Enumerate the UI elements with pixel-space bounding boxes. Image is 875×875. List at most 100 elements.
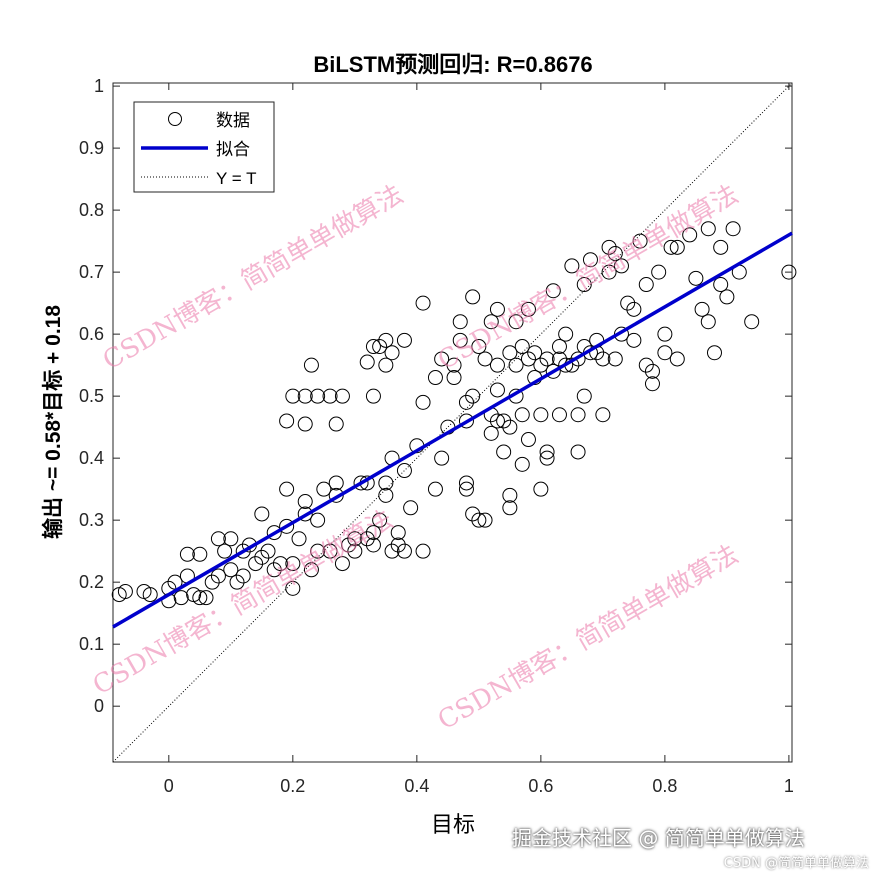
data-point: [644, 363, 660, 379]
data-point: [266, 562, 282, 578]
data-point: [297, 494, 313, 510]
data-point: [254, 506, 270, 522]
data-point: [576, 388, 592, 404]
data-point: [179, 546, 195, 562]
footer-watermark-small: CSDN @简简单单做算法: [723, 856, 869, 871]
data-point: [359, 354, 375, 370]
y-tick-label: 0.7: [79, 262, 104, 282]
data-point: [334, 388, 350, 404]
x-tick-label: 0.8: [652, 776, 677, 796]
data-point: [372, 512, 388, 528]
data-point: [434, 450, 450, 466]
data-point: [539, 450, 555, 466]
data-point: [210, 568, 226, 584]
data-point: [781, 264, 797, 280]
data-point: [316, 481, 332, 497]
data-point: [458, 413, 474, 429]
data-point: [297, 506, 313, 522]
data-point: [210, 531, 226, 547]
data-point: [669, 351, 685, 367]
data-point: [601, 264, 617, 280]
data-point: [533, 357, 549, 373]
data-point: [378, 487, 394, 503]
y-tick-label: 0.3: [79, 510, 104, 530]
data-point: [396, 543, 412, 559]
data-point: [601, 239, 617, 255]
data-point: [384, 543, 400, 559]
data-point: [192, 546, 208, 562]
data-point: [651, 264, 667, 280]
data-point: [434, 351, 450, 367]
data-point: [496, 413, 512, 429]
data-point: [328, 416, 344, 432]
y-tick-label: 0.5: [79, 386, 104, 406]
data-point: [719, 289, 735, 305]
data-point: [310, 512, 326, 528]
data-point: [347, 543, 363, 559]
legend-label-data: 数据: [216, 111, 250, 130]
data-point: [192, 590, 208, 606]
legend: 数据 拟合 Y = T: [133, 101, 275, 193]
data-point: [458, 475, 474, 491]
x-axis-label: 目标: [431, 813, 475, 838]
data-point: [297, 388, 313, 404]
data-point: [527, 345, 543, 361]
data-point: [551, 407, 567, 423]
data-point: [570, 351, 586, 367]
data-point: [384, 345, 400, 361]
data-point: [204, 574, 220, 590]
y-tick-label: 0.1: [79, 634, 104, 654]
data-point: [322, 388, 338, 404]
data-point: [551, 351, 567, 367]
data-point: [458, 481, 474, 497]
x-tick-label: 0.6: [528, 776, 553, 796]
x-tick-label: 0.4: [404, 776, 429, 796]
data-point: [341, 537, 357, 553]
data-point: [508, 314, 524, 330]
data-point: [285, 388, 301, 404]
data-point: [520, 351, 536, 367]
data-point: [502, 487, 518, 503]
data-point: [365, 339, 381, 355]
data-point: [427, 370, 443, 386]
data-point: [545, 363, 561, 379]
data-point: [520, 301, 536, 317]
data-point: [372, 339, 388, 355]
data-point: [502, 500, 518, 516]
y-axis-label: 输出 ~= 0.58*目标 + 0.18: [41, 305, 65, 539]
data-point: [533, 407, 549, 423]
data-point: [663, 239, 679, 255]
data-point: [644, 376, 660, 392]
data-point: [279, 481, 295, 497]
data-point: [415, 394, 431, 410]
data-point: [713, 277, 729, 293]
data-point: [620, 295, 636, 311]
data-point: [446, 370, 462, 386]
data-point: [303, 357, 319, 373]
data-point: [582, 252, 598, 268]
data-point: [396, 463, 412, 479]
data-point: [725, 221, 741, 237]
data-point: [365, 537, 381, 553]
data-point: [279, 518, 295, 534]
data-point: [285, 580, 301, 596]
data-point: [465, 506, 481, 522]
data-point: [607, 246, 623, 262]
data-point: [477, 512, 493, 528]
data-point: [328, 475, 344, 491]
legend-label-identity: Y = T: [216, 169, 256, 188]
data-point: [217, 543, 233, 559]
data-point: [551, 339, 567, 355]
data-point: [595, 351, 611, 367]
data-point: [700, 314, 716, 330]
data-point: [285, 556, 301, 572]
data-point: [570, 407, 586, 423]
fit-line: [112, 231, 793, 629]
data-point: [266, 525, 282, 541]
data-point: [539, 444, 555, 460]
data-point: [533, 481, 549, 497]
data-point: [564, 258, 580, 274]
y-tick-label: 0.9: [79, 138, 104, 158]
data-point: [173, 590, 189, 606]
data-point: [613, 258, 629, 274]
